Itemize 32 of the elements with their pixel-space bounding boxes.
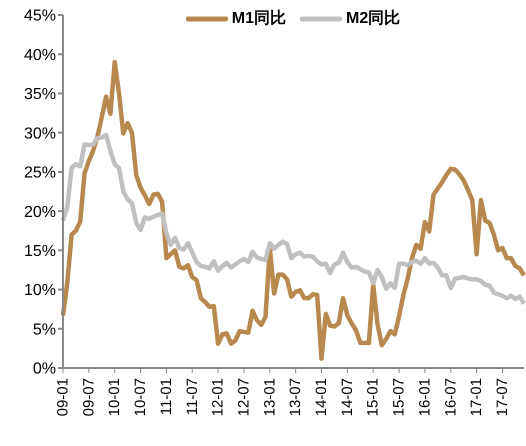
x-tick-label: 16-07 — [442, 378, 460, 416]
x-tick-label: 15-01 — [364, 378, 382, 416]
x-tick-label: 12-07 — [235, 378, 252, 416]
x-tick-label: 15-07 — [390, 378, 408, 416]
x-tick-label: 14-07 — [338, 378, 356, 416]
x-tick-label: 10-01 — [106, 378, 124, 416]
y-tick-label: 45% — [24, 8, 56, 25]
y-tick-label: 40% — [24, 46, 56, 64]
line-series — [60, 132, 526, 306]
x-tick-label: 17-07 — [494, 378, 511, 416]
x-tick-label: 09-07 — [80, 378, 98, 416]
y-tick-label: 25% — [24, 164, 56, 182]
x-tick-label: 14-01 — [313, 378, 330, 416]
x-tick-label: 13-01 — [261, 378, 278, 416]
y-tick-label: 0% — [32, 360, 56, 378]
y-tick-label: 20% — [24, 204, 56, 221]
x-tick-label: 17-01 — [468, 378, 486, 416]
legend-label: M2同比 — [346, 8, 400, 29]
x-tick-label: 13-07 — [287, 378, 304, 416]
y-tick-label: 30% — [24, 125, 56, 142]
x-tick-label: 11-07 — [184, 378, 201, 416]
legend-label: M1同比 — [232, 8, 286, 29]
y-tick-label: 10% — [24, 282, 56, 300]
x-tick-label: 16-01 — [416, 378, 434, 416]
x-tick-label: 12-01 — [210, 378, 227, 416]
x-tick-label: 11-01 — [158, 378, 175, 416]
x-tick-label: 10-07 — [132, 378, 150, 416]
line-series — [60, 60, 526, 361]
y-tick-label: 15% — [24, 243, 56, 260]
y-tick-label: 5% — [32, 321, 56, 338]
x-tick-label: 09-01 — [54, 378, 72, 416]
y-tick-label: 35% — [24, 86, 56, 104]
